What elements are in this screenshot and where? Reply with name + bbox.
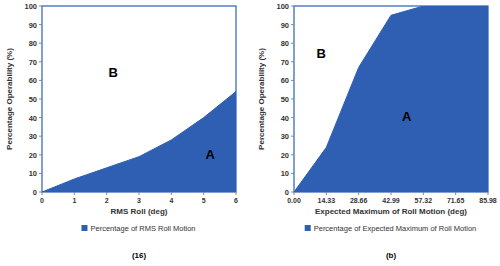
y-tick-label: 60 (29, 76, 37, 85)
y-tick-label: 0 (33, 188, 37, 197)
annotation: A (205, 147, 215, 162)
y-axis-label: Percentage Operability (%) (257, 48, 266, 150)
x-tick (171, 192, 172, 195)
x-tick (139, 192, 140, 195)
legend-entry: Percentage of RMS Roll Motion (81, 224, 195, 233)
legend-swatch (81, 225, 87, 231)
y-tick-label: 100 (276, 2, 289, 11)
area (42, 92, 236, 192)
y-tick-label: 50 (281, 95, 289, 104)
annotation: B (108, 65, 117, 80)
x-tick (294, 192, 295, 195)
y-tick (291, 24, 294, 25)
plot-frame (42, 6, 236, 192)
x-tick (455, 192, 456, 195)
x-tick-label: 1 (72, 197, 76, 204)
y-tick (39, 43, 42, 44)
y-tick (291, 154, 294, 155)
y-tick (291, 136, 294, 137)
y-tick-label: 0 (285, 188, 289, 197)
x-tick-label: 2 (105, 197, 109, 204)
y-tick-label: 80 (281, 39, 289, 48)
legend-entry: Percentage of Expected Maximum of Roll M… (305, 224, 477, 233)
x-tick (74, 192, 75, 195)
y-tick-label: 90 (281, 21, 289, 30)
y-tick-label: 20 (29, 151, 37, 160)
x-tick-label: 0 (40, 197, 44, 204)
y-tick-label: 70 (281, 58, 289, 67)
y-tick-label: 60 (281, 76, 289, 85)
x-tick (236, 192, 237, 195)
y-tick (291, 80, 294, 81)
x-tick (488, 192, 489, 195)
x-tick-label: 42.99 (382, 197, 400, 204)
x-tick-label: 4 (169, 197, 173, 204)
x-tick (106, 192, 107, 195)
x-tick (423, 192, 424, 195)
y-tick (39, 117, 42, 118)
x-tick (326, 192, 327, 195)
x-tick-label: 85.98 (479, 197, 497, 204)
legend-label: Percentage of Expected Maximum of Roll M… (314, 224, 477, 233)
y-tick (39, 154, 42, 155)
x-axis-label: RMS Roll (deg) (111, 207, 168, 216)
caption: (b) (386, 251, 397, 260)
y-tick (39, 99, 42, 100)
annotation: B (316, 46, 325, 61)
legend-label: Percentage of RMS Roll Motion (90, 224, 195, 233)
x-tick-label: 57.32 (415, 197, 433, 204)
x-tick (391, 192, 392, 195)
y-tick-label: 100 (24, 2, 37, 11)
y-tick (39, 136, 42, 137)
y-tick (291, 173, 294, 174)
x-axis-label: Expected Maximum of Roll Motion (deg) (315, 207, 467, 216)
y-tick-label: 40 (281, 114, 289, 123)
area (294, 6, 488, 192)
x-tick (203, 192, 204, 195)
y-tick (39, 6, 42, 7)
x-tick-label: 14.33 (318, 197, 336, 204)
y-tick (291, 99, 294, 100)
y-tick-label: 10 (29, 169, 37, 178)
y-tick-label: 40 (29, 114, 37, 123)
chart-panel: 0 10 20 30 40 50 60 70 80 90 100 0.00 14.33 28.66 42.9… (257, 2, 497, 260)
y-tick (39, 173, 42, 174)
y-tick (291, 61, 294, 62)
y-tick-label: 80 (29, 39, 37, 48)
y-tick-label: 30 (281, 132, 289, 141)
annotation: A (402, 109, 412, 124)
plot-data (42, 92, 236, 192)
plot-frame (294, 6, 488, 192)
y-tick (291, 6, 294, 7)
y-tick (39, 24, 42, 25)
plot-data (294, 6, 488, 192)
caption: (16) (132, 251, 147, 260)
x-tick (42, 192, 43, 195)
y-tick-label: 70 (29, 58, 37, 67)
x-tick-label: 0.00 (287, 197, 301, 204)
figure: 01020304050607080901000123456RMS Roll (d… (0, 0, 500, 266)
x-tick-label: 3 (137, 197, 141, 204)
y-tick-label: 20 (281, 151, 289, 160)
y-tick-label: 30 (29, 132, 37, 141)
x-tick-label: 5 (202, 197, 206, 204)
x-tick-label: 71.65 (447, 197, 465, 204)
x-tick-label: 28.66 (350, 197, 368, 204)
y-tick-label: 50 (29, 95, 37, 104)
x-tick (358, 192, 359, 195)
legend-swatch (305, 225, 311, 231)
chart-panel: 0 10 20 30 40 50 60 70 80 90 100 0 1 2 3 4 5 6 RMS Roll (d… (5, 2, 238, 260)
y-tick-label: 10 (281, 169, 289, 178)
x-tick-label: 6 (234, 197, 238, 204)
y-tick (39, 61, 42, 62)
y-axis-label: Percentage Operability (%) (5, 48, 14, 150)
y-tick (291, 117, 294, 118)
y-tick (291, 43, 294, 44)
y-tick (39, 80, 42, 81)
y-tick-label: 90 (29, 21, 37, 30)
